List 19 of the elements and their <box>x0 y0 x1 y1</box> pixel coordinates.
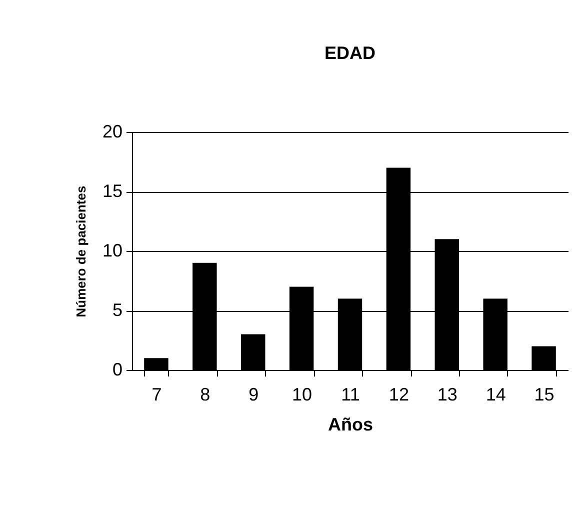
y-tick-label: 0 <box>112 360 122 380</box>
y-tick-label: 5 <box>112 300 122 320</box>
y-tick-label: 10 <box>102 240 122 260</box>
x-tick-label: 13 <box>437 384 458 404</box>
x-axis-title: Años <box>328 414 373 434</box>
x-tick-label: 11 <box>341 384 360 404</box>
x-tick-label: 14 <box>486 384 506 404</box>
bar <box>241 334 266 370</box>
x-tick-label: 10 <box>292 384 312 404</box>
bar <box>532 346 556 370</box>
x-tick-label: 15 <box>534 384 554 404</box>
y-tick-label: 15 <box>102 181 122 201</box>
y-tick-label: 20 <box>102 122 122 142</box>
x-tick-label: 8 <box>200 384 210 404</box>
x-tick-label: 7 <box>152 384 162 404</box>
x-tick-label: 9 <box>248 384 259 404</box>
x-tick-label: 12 <box>388 384 409 404</box>
chart-title: EDAD <box>324 43 376 63</box>
y-axis-title: Número de pacientes <box>73 186 88 318</box>
